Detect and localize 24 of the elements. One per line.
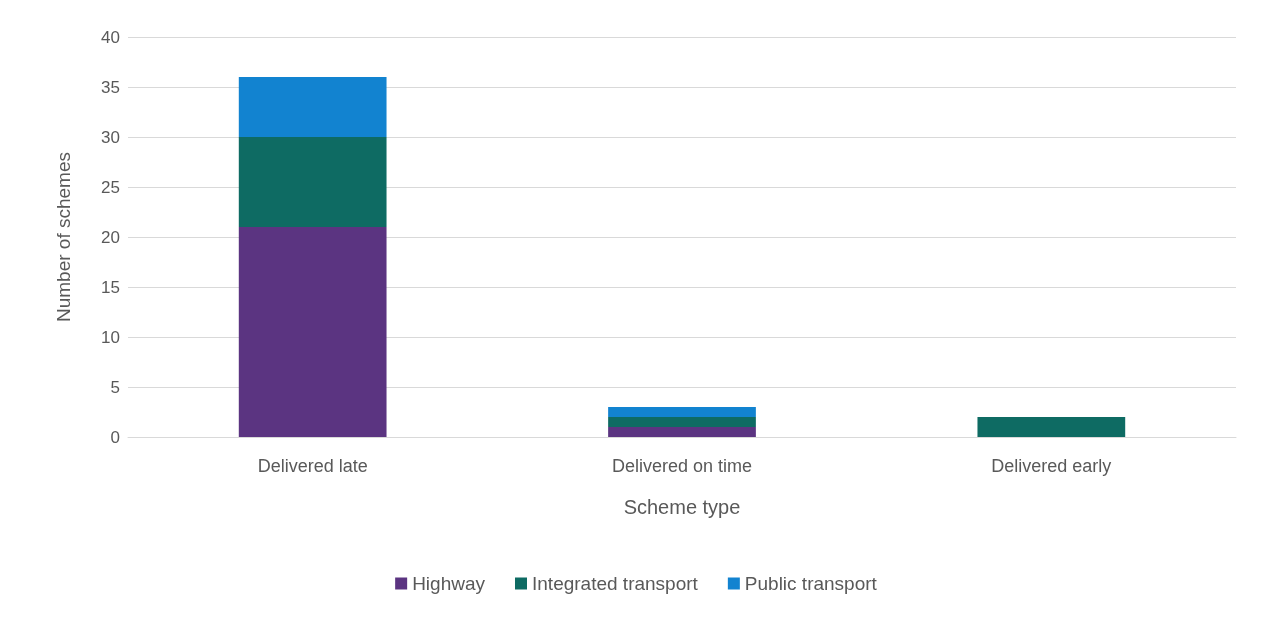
- legend-label: Public transport: [744, 573, 878, 594]
- bar: [608, 407, 756, 417]
- x-tick-label: Delivered on time: [611, 456, 753, 476]
- bar: [608, 427, 756, 437]
- legend-label: Integrated transport: [532, 573, 699, 594]
- x-tick-label: Delivered late: [257, 456, 368, 476]
- y-axis-title: Number of schemes: [53, 151, 74, 323]
- y-tick-label: 10: [101, 327, 120, 347]
- y-tick-label: 25: [101, 177, 120, 197]
- legend-label: Highway: [412, 573, 486, 594]
- bar: [608, 417, 756, 427]
- y-tick-label: 15: [101, 277, 120, 297]
- bar: [238, 77, 387, 137]
- x-axis-title: Scheme type: [623, 496, 741, 518]
- bar: [238, 227, 387, 437]
- x-tick-label: Delivered early: [991, 456, 1112, 476]
- y-tick-label: 5: [110, 377, 120, 397]
- y-tick-label: 40: [101, 27, 120, 47]
- bar: [238, 137, 387, 227]
- bar: [977, 417, 1126, 437]
- y-tick-label: 30: [101, 127, 120, 147]
- y-tick-label: 20: [101, 227, 120, 247]
- y-tick-label: 0: [110, 427, 120, 447]
- y-tick-label: 35: [101, 77, 120, 97]
